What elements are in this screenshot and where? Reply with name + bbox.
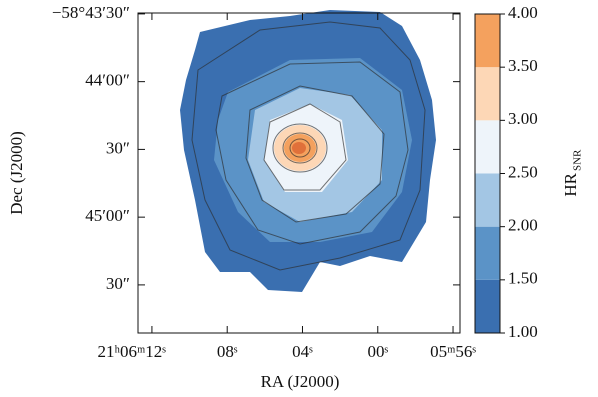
colorbar-band [475,173,500,227]
colorbar-band [475,120,500,174]
colorbar-band [475,226,500,280]
colorbar-tick-label: 2.00 [508,216,538,235]
x-tick-label: 05ᵐ56ˢ [430,342,476,361]
x-tick-label: 08ˢ [217,342,238,361]
colorbar-tick-label: 3.50 [508,56,538,75]
colorbar-band [475,67,500,121]
map-image [180,10,436,292]
y-axis-label: Dec (J2000) [7,131,26,215]
colorbar-band [475,279,500,333]
plot-frame [137,12,461,334]
x-axis-label: RA (J2000) [261,372,340,391]
y-tick-label: 30″ [106,274,130,293]
y-tick-label: 45′00″ [85,206,130,225]
colorbar-tick-label: 3.00 [508,109,538,128]
colorbar-tick-label: 2.50 [508,162,538,181]
y-tick-label: 30″ [106,138,130,157]
y-tick-label: −58°43′30″ [52,3,130,22]
colorbar-tick-label: 1.00 [508,322,538,341]
x-tick-label: 00ˢ [367,342,388,361]
colorbar-tick-label: 1.50 [508,269,538,288]
x-tick-label: 21ʰ06ᵐ12ˢ [98,342,167,361]
y-tick-label: 44′00″ [85,71,130,90]
x-tick-label: 04ˢ [292,342,313,361]
colorbar-label: HR SNR [561,149,584,197]
colorbar-label-main: HR [561,172,580,196]
colorbar-tick-label: 4.00 [508,3,538,22]
colorbar-band [475,14,500,68]
colorbar-label-sub: SNR [572,149,584,171]
